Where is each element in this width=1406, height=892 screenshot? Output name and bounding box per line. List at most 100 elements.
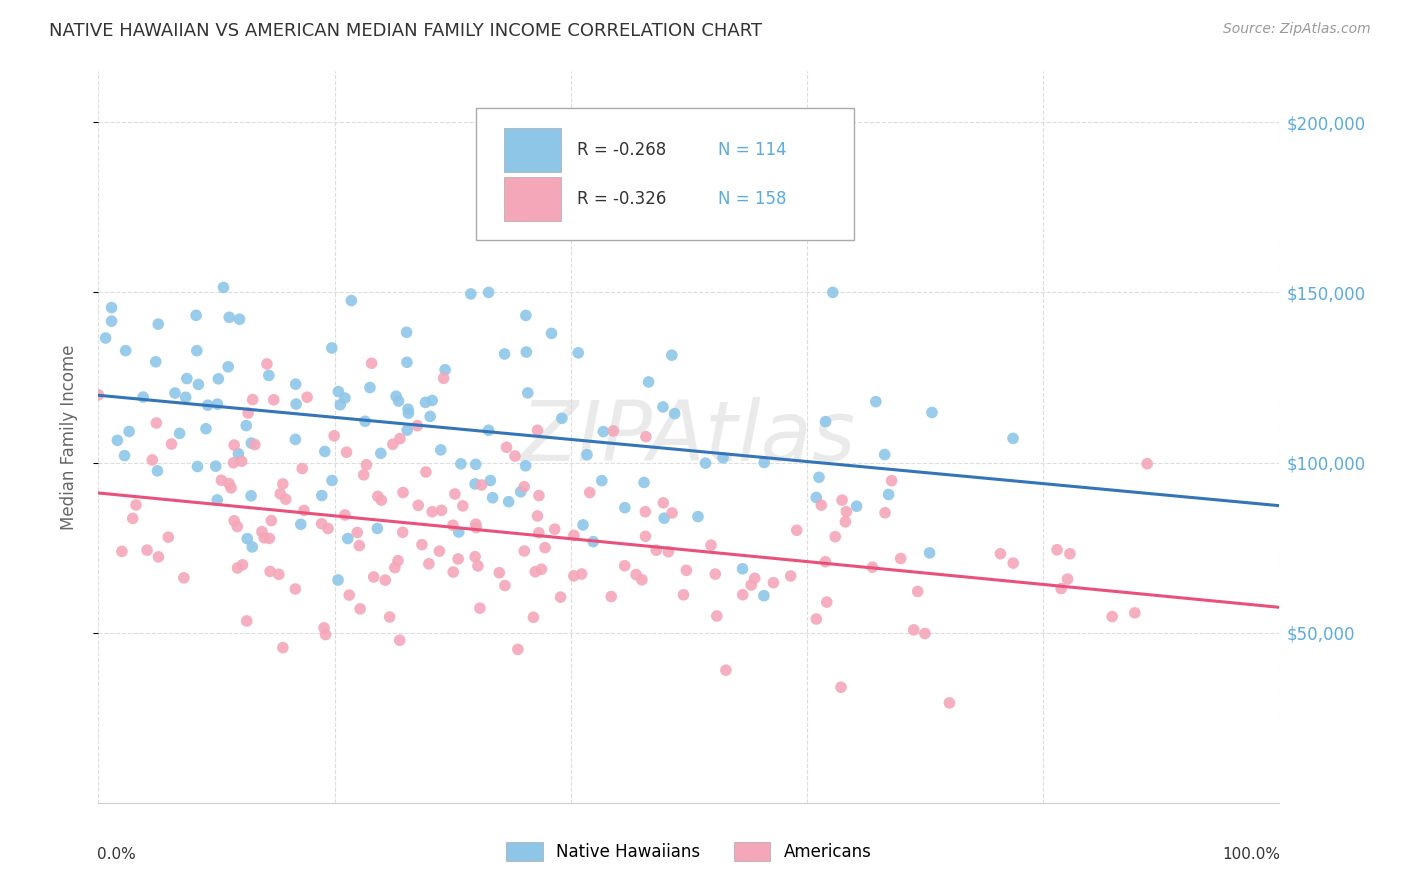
Point [420,505,443,519]
Point [392,485,415,500]
Point [441,565,464,579]
Point [451,499,474,513]
Point [388,633,411,648]
Point [503,449,526,463]
Point [433,371,456,385]
Point [415,395,437,409]
Point [1056,572,1078,586]
Point [1101,609,1123,624]
Point [384,560,406,574]
Point [176,371,198,385]
Point [479,474,502,488]
Point [314,444,336,458]
Point [762,575,785,590]
Point [184,309,207,323]
Point [494,578,516,592]
Point [835,505,858,519]
Point [236,532,259,546]
Point [873,448,896,462]
Point [494,347,516,361]
Point [388,432,411,446]
FancyBboxPatch shape [503,178,561,220]
Point [321,474,343,488]
Point [700,538,723,552]
Point [321,341,343,355]
Point [316,522,339,536]
Point [107,434,129,448]
Text: Source: ZipAtlas.com: Source: ZipAtlas.com [1223,22,1371,37]
Point [488,566,510,580]
Point [903,623,925,637]
Text: 0.0%: 0.0% [97,847,136,862]
Point [613,558,636,573]
Point [731,562,754,576]
Point [754,455,776,469]
Point [513,480,536,494]
Point [328,384,350,399]
Point [470,478,492,492]
Point [242,392,264,407]
Point [464,477,486,491]
Point [257,368,280,383]
Point [602,424,624,438]
Point [336,532,359,546]
Text: NATIVE HAWAIIAN VS AMERICAN MEDIAN FAMILY INCOME CORRELATION CHART: NATIVE HAWAIIAN VS AMERICAN MEDIAN FAMIL… [49,22,762,40]
Point [731,588,754,602]
Point [1046,542,1069,557]
Point [312,621,335,635]
Point [236,406,259,420]
Point [831,493,853,508]
Point [207,397,229,411]
Point [136,543,159,558]
Point [430,503,453,517]
Point [284,582,307,596]
Point [752,589,775,603]
Point [645,543,668,558]
Point [877,487,900,501]
Point [173,571,195,585]
Point [118,425,141,439]
Point [624,567,647,582]
Point [263,392,285,407]
Point [744,571,766,585]
Text: R = -0.326: R = -0.326 [576,190,666,209]
Point [1059,547,1081,561]
Point [657,545,679,559]
Point [224,438,246,452]
Text: R = -0.268: R = -0.268 [576,141,666,160]
Point [284,433,307,447]
Point [506,642,529,657]
Point [634,529,657,543]
Point [194,422,217,436]
Point [114,343,136,358]
Point [406,499,429,513]
Point [1002,556,1025,570]
Point [100,301,122,315]
Point [260,514,283,528]
Point [291,461,314,475]
Point [509,484,531,499]
Point [498,494,520,508]
Point [374,573,396,587]
Text: N = 158: N = 158 [718,190,787,209]
Point [284,377,307,392]
FancyBboxPatch shape [477,108,855,240]
Point [522,610,544,624]
Point [160,437,183,451]
Point [873,506,896,520]
Point [204,459,226,474]
Text: 100.0%: 100.0% [1223,847,1281,862]
Point [396,402,419,417]
Point [396,423,419,437]
Point [468,601,491,615]
Point [711,450,734,465]
Point [714,663,737,677]
Point [575,448,598,462]
Point [661,506,683,520]
Point [633,475,655,490]
Point [921,405,943,419]
Point [434,363,457,377]
Point [477,423,499,437]
Point [544,522,567,536]
Point [271,640,294,655]
